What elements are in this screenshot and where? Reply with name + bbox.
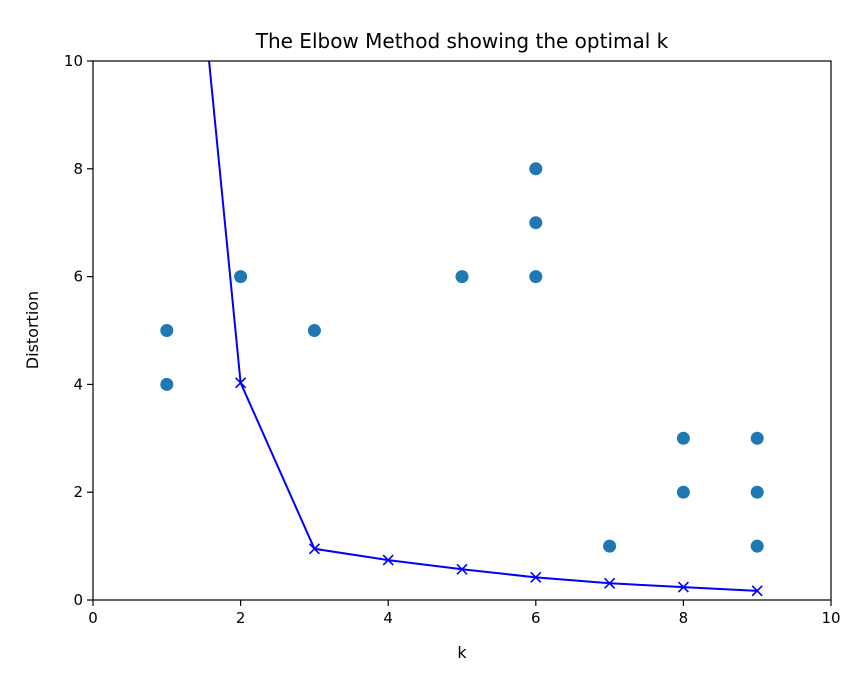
x-marker <box>751 585 763 597</box>
scatter-point <box>676 485 690 499</box>
scatter-point <box>160 377 174 391</box>
scatter-point <box>529 162 543 176</box>
y-tick-label: 0 <box>73 591 83 609</box>
x-tick-label: 2 <box>236 609 246 627</box>
scatter-point <box>234 270 248 284</box>
y-tick-label: 4 <box>73 375 83 393</box>
y-tick-label: 10 <box>64 52 83 70</box>
x-tick-label: 8 <box>679 609 689 627</box>
y-tick-label: 2 <box>73 483 83 501</box>
scatter-point <box>750 485 764 499</box>
x-marker <box>604 577 616 589</box>
x-tick-label: 0 <box>88 609 98 627</box>
scatter-point <box>160 324 174 337</box>
scatter-point <box>603 539 617 553</box>
x-tick-label: 6 <box>531 609 541 627</box>
y-axis: 0 2 4 6 8 10 <box>64 52 93 609</box>
x-axis: 0 2 4 6 8 10 <box>88 600 841 627</box>
x-marker <box>235 377 247 389</box>
distortion-line <box>208 61 758 592</box>
x-tick-label: 10 <box>821 609 840 627</box>
scatter-point <box>750 539 764 553</box>
chart-title: The Elbow Method showing the optimal k <box>255 29 669 53</box>
x-marker <box>677 581 689 593</box>
scatter-point <box>307 324 321 337</box>
x-marker <box>308 543 320 555</box>
x-marker <box>456 563 468 575</box>
plot-area <box>160 61 764 597</box>
scatter-point <box>529 270 543 284</box>
scatter-point <box>676 431 690 445</box>
x-marker <box>530 571 542 583</box>
y-tick-label: 6 <box>73 268 83 286</box>
plot-frame <box>92 60 832 601</box>
x-marker <box>382 554 394 566</box>
scatter-point <box>750 431 764 445</box>
x-axis-label: k <box>457 643 467 662</box>
y-axis-label: Distortion <box>23 291 42 369</box>
y-tick-label: 8 <box>73 160 83 178</box>
scatter-point <box>455 270 469 284</box>
scatter-point <box>529 216 543 230</box>
x-tick-label: 4 <box>383 609 393 627</box>
